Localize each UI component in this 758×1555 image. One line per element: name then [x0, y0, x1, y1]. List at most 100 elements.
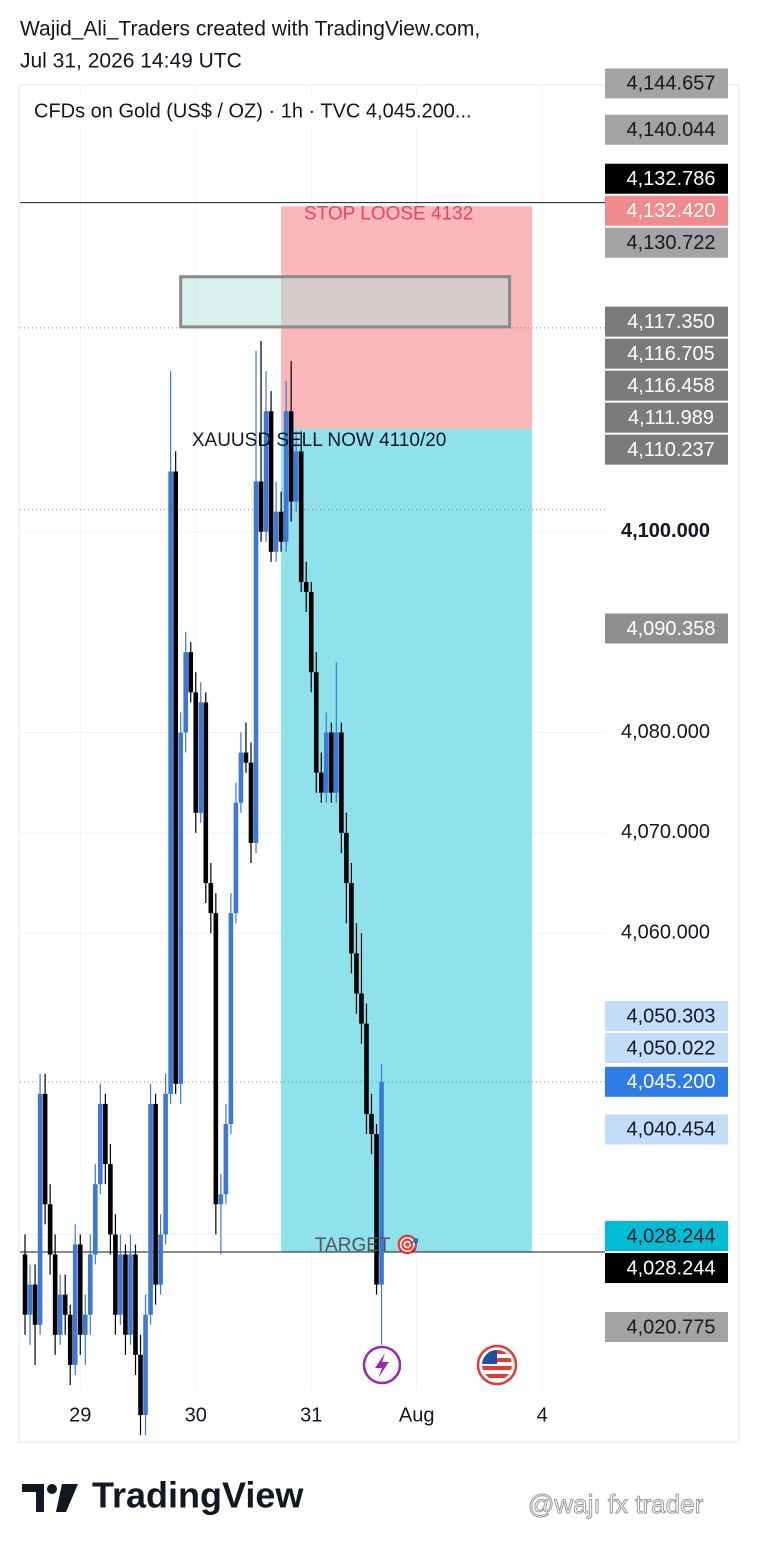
price-tag: [605, 1066, 728, 1097]
candle-body: [253, 481, 259, 843]
candle-body: [62, 1294, 68, 1315]
plot: 4,030.0004,060.0004,070.0004,080.0004,10…: [20, 68, 728, 1436]
candle-body: [354, 953, 359, 994]
candle-body: [148, 1103, 153, 1315]
candle-body: [173, 471, 178, 1084]
candle-body: [324, 732, 329, 793]
target-zone: [281, 428, 533, 1253]
price-tag: [605, 1001, 728, 1032]
candle-body: [37, 1093, 43, 1325]
candle-body: [303, 581, 309, 592]
x-tick-label: 29: [69, 1404, 91, 1426]
price-tag: [605, 227, 728, 258]
price-tag-label: 4,117.350: [627, 311, 715, 333]
brand-name: TradingView: [92, 1475, 304, 1516]
candle-body: [67, 1314, 73, 1365]
candle-body: [108, 1164, 113, 1235]
candle-body: [113, 1234, 118, 1315]
y-tick-label: 4,080.000: [621, 721, 710, 743]
watermark: @wajı fx trader: [528, 1489, 704, 1519]
candle-body: [153, 1103, 158, 1285]
candle-body: [128, 1254, 133, 1335]
candle-body: [243, 752, 249, 763]
header-line: Wajid_Ali_Traders created with TradingVi…: [20, 18, 480, 41]
candle-body: [308, 591, 314, 673]
candle-body: [379, 1081, 384, 1285]
price-tag: [605, 1221, 728, 1252]
candle-body: [133, 1254, 138, 1355]
price-tag-label: 4,040.454: [627, 1119, 716, 1141]
candle-body: [313, 672, 319, 773]
price-tag-label: 4,111.989: [628, 407, 714, 429]
event-icon[interactable]: [476, 1344, 518, 1386]
price-tag-label: 4,130.722: [627, 232, 716, 254]
candle-body: [374, 1134, 379, 1285]
candle-body: [283, 411, 289, 542]
price-tag: [605, 1312, 728, 1343]
price-tag: [605, 402, 728, 433]
candle-body: [213, 913, 219, 1205]
candle-body: [223, 1123, 229, 1195]
candle-body: [293, 451, 299, 502]
candle-body: [198, 702, 204, 813]
candle-body: [42, 1093, 48, 1205]
price-tag-label: 4,140.044: [627, 119, 716, 141]
x-tick-label: 30: [185, 1404, 207, 1426]
price-tag-label: 4,090.358: [627, 618, 716, 640]
price-tag-label: 4,028.244: [627, 1225, 716, 1247]
target-label: TARGET 🎯: [315, 1234, 420, 1256]
candle-body: [288, 411, 294, 502]
price-tag: [605, 195, 728, 226]
price-tag: [605, 1253, 728, 1284]
candle-body: [238, 752, 244, 803]
candle-body: [88, 1254, 93, 1315]
candle-body: [364, 1023, 369, 1114]
candle-body: [188, 652, 194, 693]
candle-body: [77, 1244, 83, 1335]
candle-body: [93, 1184, 98, 1255]
candle-body: [248, 762, 254, 843]
candle-body: [203, 702, 209, 884]
candle-body: [349, 883, 354, 954]
candle-body: [98, 1103, 103, 1185]
candle-body: [369, 1113, 374, 1135]
brand-logo: [22, 1484, 78, 1512]
candle-body: [228, 913, 234, 1124]
price-tag: [605, 114, 728, 145]
candle-body: [359, 993, 364, 1024]
price-tag-label: 4,132.420: [627, 200, 716, 222]
candle-body: [163, 1093, 168, 1235]
y-tick-label: 4,100.000: [621, 520, 710, 542]
candle-body: [208, 883, 214, 914]
candle-body: [334, 732, 339, 793]
candle-body: [318, 772, 324, 793]
x-tick-label: 31: [300, 1404, 322, 1426]
price-tag-label: 4,110.237: [627, 439, 715, 461]
price-tag: [605, 370, 728, 401]
legend-bg: [20, 96, 520, 128]
candle-body: [57, 1294, 63, 1335]
candle-body: [273, 511, 279, 552]
price-tag-label: 4,144.657: [627, 73, 716, 95]
candle-body: [263, 411, 269, 532]
price-tag: [605, 1033, 728, 1064]
candle-body: [138, 1354, 143, 1416]
candle-body: [278, 511, 284, 542]
candle-body: [27, 1284, 33, 1315]
candle-body: [72, 1244, 78, 1365]
candle-body: [103, 1103, 108, 1165]
price-tag-label: 4,116.458: [627, 375, 715, 397]
candle-body: [32, 1284, 38, 1325]
price-tag: [605, 306, 728, 337]
candle-body: [268, 411, 274, 552]
price-tag-label: 4,045.200: [627, 1071, 716, 1093]
candle-body: [218, 1194, 224, 1205]
candle-body: [298, 451, 304, 582]
candle-body: [123, 1254, 128, 1335]
candle-body: [258, 481, 264, 532]
candle-body: [82, 1314, 88, 1335]
event-icon[interactable]: [362, 1345, 402, 1385]
candle-body: [233, 802, 239, 914]
x-tick-label: 4: [537, 1404, 548, 1426]
price-tag: [605, 163, 728, 194]
